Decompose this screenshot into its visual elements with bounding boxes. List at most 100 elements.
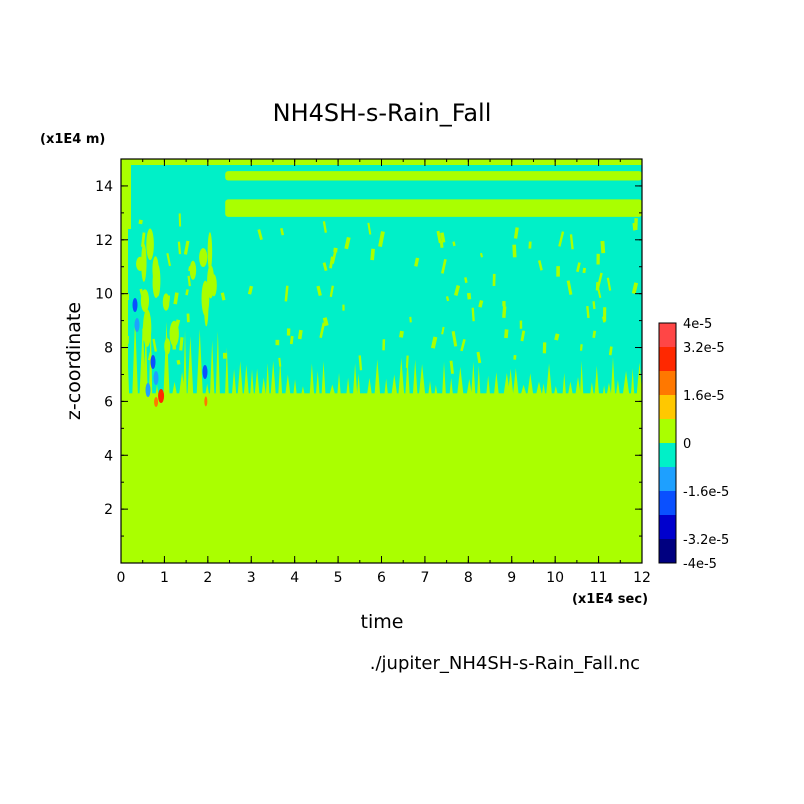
plume <box>610 356 616 397</box>
plume <box>541 383 546 397</box>
blob <box>140 289 149 313</box>
streak <box>566 280 573 295</box>
plume <box>352 363 358 397</box>
streak <box>257 229 263 241</box>
streak <box>513 354 517 360</box>
streak <box>601 316 606 323</box>
plume <box>466 378 473 397</box>
plume <box>337 372 341 397</box>
x-tick-label: 3 <box>247 570 256 586</box>
x-tick-label: 10 <box>546 570 564 586</box>
colorbar-swatch <box>659 443 676 467</box>
plume <box>300 386 305 397</box>
x-tick-label: 5 <box>334 570 343 586</box>
blob <box>201 280 210 317</box>
blob <box>207 232 213 272</box>
streak <box>185 289 189 296</box>
plume <box>250 369 254 397</box>
streak <box>554 333 560 341</box>
streak <box>569 234 574 250</box>
streak <box>316 285 322 297</box>
y-tick-label: 4 <box>104 448 113 464</box>
streak <box>183 240 190 255</box>
plume <box>205 383 210 397</box>
streak <box>436 230 442 244</box>
streak <box>451 330 458 347</box>
blob <box>146 228 154 261</box>
streak <box>597 289 602 299</box>
streak <box>582 267 587 274</box>
colorbar-label: 4e-5 <box>683 317 712 332</box>
streak <box>542 342 547 354</box>
streak <box>414 257 420 267</box>
streak <box>454 285 461 296</box>
streak <box>513 227 519 239</box>
streak <box>464 277 468 284</box>
plume <box>471 361 476 397</box>
plume <box>270 360 276 397</box>
plume <box>589 382 594 397</box>
plume <box>209 340 215 397</box>
streak <box>409 316 412 323</box>
y-tick-label: 8 <box>104 341 113 357</box>
plot-area <box>120 158 643 564</box>
streak <box>166 253 172 267</box>
plume <box>132 317 138 397</box>
streak <box>176 359 181 365</box>
streak <box>329 256 334 269</box>
streak <box>520 330 526 342</box>
plume <box>456 367 464 397</box>
colorbar-label: 0 <box>683 437 691 452</box>
streak <box>220 292 226 301</box>
y-tick-label: 14 <box>95 179 113 195</box>
plume <box>183 330 187 397</box>
x-tick-label: 6 <box>377 570 386 586</box>
plume <box>309 363 315 397</box>
x-tick-label: 9 <box>507 570 516 586</box>
y-unit-label: (x1E4 m) <box>40 132 105 147</box>
colorbar-swatch <box>659 371 676 395</box>
plume <box>285 374 291 397</box>
streak <box>445 296 450 302</box>
plume <box>196 329 203 397</box>
plume <box>477 365 481 397</box>
blob <box>210 274 217 297</box>
colorbar-swatch <box>659 395 676 419</box>
x-tick-label: 12 <box>633 570 651 586</box>
streak <box>247 285 254 295</box>
plume <box>553 385 559 397</box>
streak <box>512 244 517 258</box>
streak <box>186 313 190 323</box>
colorbar-swatch <box>659 491 676 515</box>
plume <box>315 371 320 397</box>
plume <box>546 363 553 397</box>
positive-spot <box>204 396 208 407</box>
streak <box>441 326 445 335</box>
streak <box>631 282 639 294</box>
streak <box>367 222 372 235</box>
edge-strip <box>121 159 131 229</box>
colorbar-label: 3.2e-5 <box>683 341 725 356</box>
streak <box>478 300 484 308</box>
plume <box>493 372 499 397</box>
plume <box>630 368 635 397</box>
plume <box>155 384 159 397</box>
plume <box>329 384 336 397</box>
streak <box>538 260 543 271</box>
plume <box>602 385 606 397</box>
streak <box>449 360 454 374</box>
plume <box>187 336 194 397</box>
streak <box>476 351 482 364</box>
streak <box>479 252 484 258</box>
colorbar-label: 1.6e-5 <box>683 389 725 404</box>
streak <box>358 355 363 371</box>
plume <box>346 377 351 397</box>
plume <box>143 316 148 397</box>
x-tick-label: 7 <box>420 570 429 586</box>
plume <box>398 358 405 397</box>
streak <box>223 352 227 359</box>
streak <box>596 253 600 265</box>
streak <box>275 339 280 346</box>
streak <box>378 231 385 248</box>
plume <box>265 363 270 397</box>
